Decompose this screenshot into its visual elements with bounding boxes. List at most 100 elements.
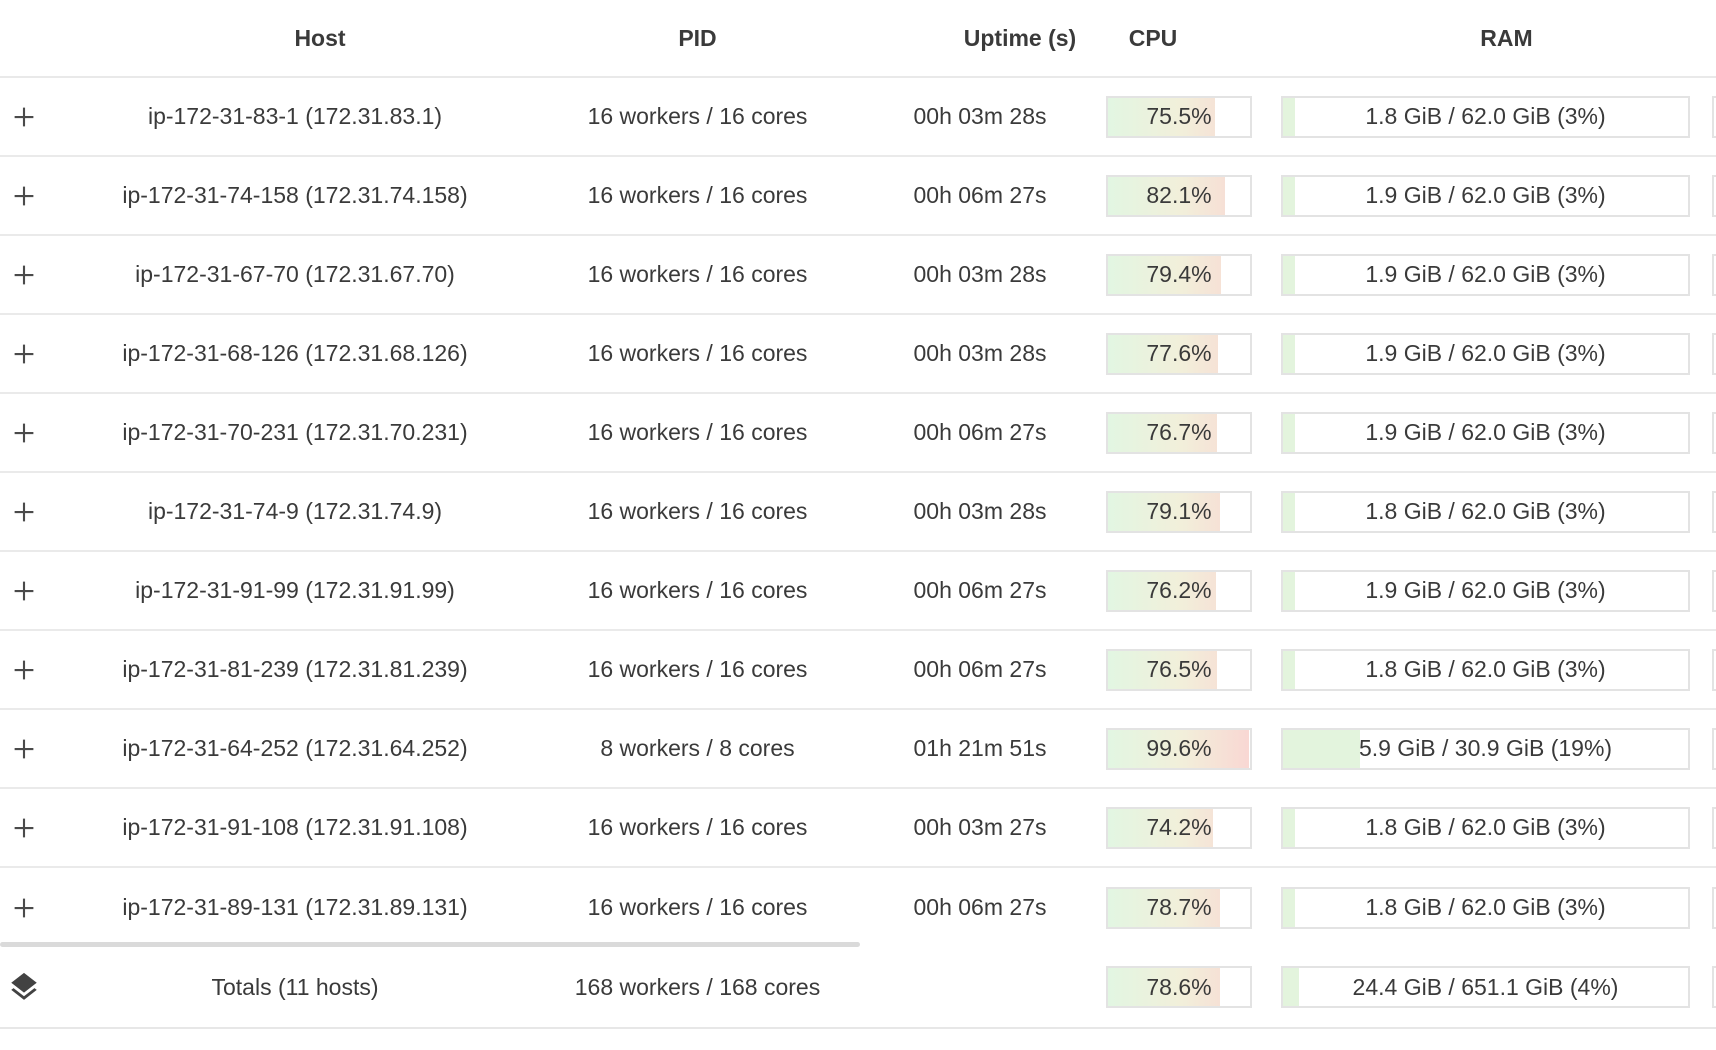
expand-row-button[interactable] xyxy=(2,886,46,930)
cpu-usage-bar: 99.6% xyxy=(1106,727,1252,770)
plus-icon xyxy=(9,497,39,527)
ram-cell: 1.8 GiB / 62.0 GiB (3%) xyxy=(1263,806,1708,849)
ram-usage-bar: 1.8 GiB / 62.0 GiB (3%) xyxy=(1281,95,1690,138)
ram-usage-label: 1.8 GiB / 62.0 GiB (3%) xyxy=(1365,656,1606,682)
host-cell: ip-172-31-89-131 (172.31.89.131) xyxy=(60,894,530,921)
plus-icon xyxy=(9,418,39,448)
clipped-next-column-bar xyxy=(1712,490,1716,533)
expand-row-button[interactable] xyxy=(2,806,46,850)
cpu-bar-unfilled xyxy=(1216,650,1250,689)
clipped-next-column-bar xyxy=(1712,648,1716,691)
ram-usage-bar: 1.8 GiB / 62.0 GiB (3%) xyxy=(1281,806,1690,849)
ram-cell: 1.8 GiB / 62.0 GiB (3%) xyxy=(1263,648,1708,691)
expand-row-button[interactable] xyxy=(2,411,46,455)
pid-value: 16 workers / 16 cores xyxy=(587,498,808,524)
pid-cell: 16 workers / 16 cores xyxy=(530,894,865,921)
pid-cell: 168 workers / 168 cores xyxy=(530,974,865,1001)
column-header-uptime: Uptime (s) xyxy=(865,25,1095,52)
ram-cell: 24.4 GiB / 651.1 GiB (4%) xyxy=(1263,966,1708,1008)
uptime-value: 00h 06m 27s xyxy=(913,182,1047,208)
ram-usage-label: 1.9 GiB / 62.0 GiB (3%) xyxy=(1365,340,1606,366)
cpu-cell: 76.2% xyxy=(1095,569,1263,612)
cpu-bar-unfilled xyxy=(1219,968,1250,1006)
column-header-uptime-label: Uptime (s) xyxy=(963,24,1077,51)
host-value: ip-172-31-91-99 (172.31.91.99) xyxy=(135,577,455,603)
host-value: ip-172-31-91-108 (172.31.91.108) xyxy=(122,814,468,840)
pid-value: 16 workers / 16 cores xyxy=(587,419,808,445)
cpu-cell: 77.6% xyxy=(1095,332,1263,375)
uptime-cell: 00h 06m 27s xyxy=(865,419,1095,446)
uptime-value: 00h 03m 28s xyxy=(913,103,1047,129)
expander-cell xyxy=(0,174,60,218)
expand-row-button[interactable] xyxy=(2,727,46,771)
uptime-cell: 00h 03m 27s xyxy=(865,814,1095,841)
pid-cell: 16 workers / 16 cores xyxy=(530,498,865,525)
column-header-host-label: Host xyxy=(294,24,346,51)
cpu-usage-bar: 78.7% xyxy=(1106,886,1252,929)
cpu-cell: 75.5% xyxy=(1095,95,1263,138)
host-value: ip-172-31-68-126 (172.31.68.126) xyxy=(122,340,468,366)
table-row: ip-172-31-91-99 (172.31.91.99) 16 worker… xyxy=(0,552,1716,631)
horizontal-scrollbar-thumb[interactable] xyxy=(0,942,860,947)
table-row: ip-172-31-70-231 (172.31.70.231) 16 work… xyxy=(0,394,1716,473)
expand-row-button[interactable] xyxy=(2,569,46,613)
expand-row-button[interactable] xyxy=(2,332,46,376)
table-row: ip-172-31-91-108 (172.31.91.108) 16 work… xyxy=(0,789,1716,868)
ram-usage-bar: 1.8 GiB / 62.0 GiB (3%) xyxy=(1281,886,1690,929)
ram-bar-fill xyxy=(1283,492,1296,531)
expand-row-button[interactable] xyxy=(2,253,46,297)
cpu-usage-bar: 78.6% xyxy=(1106,966,1252,1008)
expand-row-button[interactable] xyxy=(2,174,46,218)
plus-icon xyxy=(9,576,39,606)
host-cell: ip-172-31-91-99 (172.31.91.99) xyxy=(60,577,530,604)
expand-row-button[interactable] xyxy=(2,490,46,534)
expand-row-button[interactable] xyxy=(2,648,46,692)
host-value: ip-172-31-81-239 (172.31.81.239) xyxy=(122,656,468,682)
ram-bar-fill xyxy=(1283,808,1296,847)
cpu-usage-label: 77.6% xyxy=(1146,340,1212,366)
host-value: ip-172-31-89-131 (172.31.89.131) xyxy=(122,894,468,920)
ram-cell: 1.9 GiB / 62.0 GiB (3%) xyxy=(1263,569,1708,612)
expander-cell xyxy=(0,648,60,692)
pid-value: 168 workers / 168 cores xyxy=(574,973,821,1000)
table-row: ip-172-31-68-126 (172.31.68.126) 16 work… xyxy=(0,315,1716,394)
ram-bar-fill xyxy=(1283,650,1296,689)
pid-cell: 16 workers / 16 cores xyxy=(530,656,865,683)
column-header-ram: RAM xyxy=(1263,25,1708,52)
expander-cell xyxy=(0,727,60,771)
host-cell: ip-172-31-74-9 (172.31.74.9) xyxy=(60,498,530,525)
ram-cell: 1.9 GiB / 62.0 GiB (3%) xyxy=(1263,174,1708,217)
layers-icon xyxy=(2,965,46,1009)
ram-usage-bar: 1.9 GiB / 62.0 GiB (3%) xyxy=(1281,174,1690,217)
uptime-cell: 00h 06m 27s xyxy=(865,656,1095,683)
expand-row-button[interactable] xyxy=(2,95,46,139)
host-cell: ip-172-31-83-1 (172.31.83.1) xyxy=(60,103,530,130)
ram-usage-label: 1.8 GiB / 62.0 GiB (3%) xyxy=(1365,498,1606,524)
cpu-usage-label: 99.6% xyxy=(1146,735,1212,761)
pid-cell: 16 workers / 16 cores xyxy=(530,814,865,841)
plus-icon xyxy=(9,893,39,923)
ram-usage-bar: 24.4 GiB / 651.1 GiB (4%) xyxy=(1281,966,1690,1008)
host-cell: ip-172-31-70-231 (172.31.70.231) xyxy=(60,419,530,446)
expander-cell xyxy=(0,490,60,534)
host-cell: ip-172-31-81-239 (172.31.81.239) xyxy=(60,656,530,683)
ram-usage-bar: 1.9 GiB / 62.0 GiB (3%) xyxy=(1281,253,1690,296)
uptime-value: 01h 21m 51s xyxy=(913,735,1047,761)
ram-bar-fill xyxy=(1283,888,1296,927)
host-value: ip-172-31-64-252 (172.31.64.252) xyxy=(122,735,468,761)
ram-usage-bar: 5.9 GiB / 30.9 GiB (19%) xyxy=(1281,727,1690,770)
cpu-usage-label: 76.7% xyxy=(1146,419,1212,445)
cpu-usage-bar: 79.4% xyxy=(1106,253,1252,296)
table-row: ip-172-31-67-70 (172.31.67.70) 16 worker… xyxy=(0,236,1716,315)
clipped-next-column-bar xyxy=(1712,966,1716,1008)
cpu-cell: 74.2% xyxy=(1095,806,1263,849)
column-header-pid: PID xyxy=(530,25,865,52)
expander-cell xyxy=(0,95,60,139)
table-row: ip-172-31-74-158 (172.31.74.158) 16 work… xyxy=(0,157,1716,236)
ram-cell: 5.9 GiB / 30.9 GiB (19%) xyxy=(1263,727,1708,770)
ram-usage-label: 1.8 GiB / 62.0 GiB (3%) xyxy=(1365,814,1606,840)
plus-icon xyxy=(9,339,39,369)
ram-bar-fill xyxy=(1283,968,1300,1006)
plus-icon xyxy=(9,260,39,290)
ram-usage-bar: 1.9 GiB / 62.0 GiB (3%) xyxy=(1281,411,1690,454)
